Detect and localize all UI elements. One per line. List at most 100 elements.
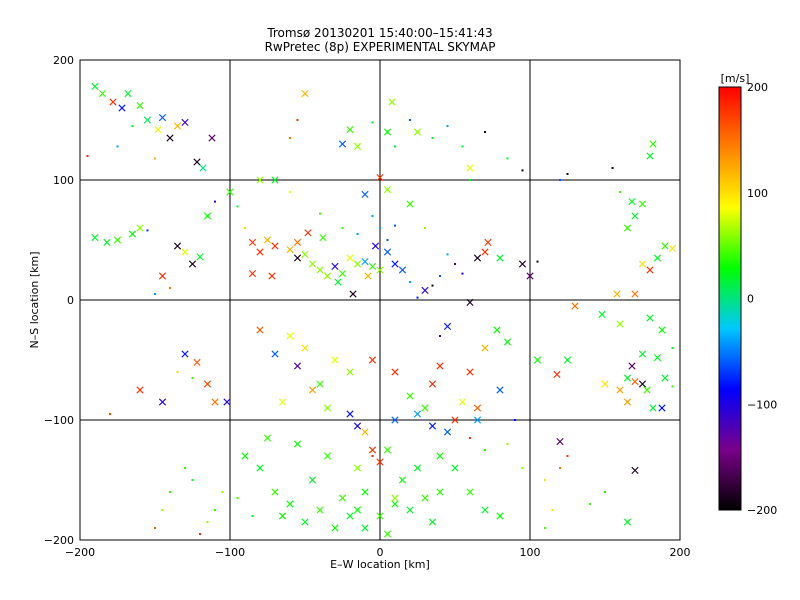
colorbar-tick-label: −200 — [747, 504, 777, 517]
data-point-cross — [308, 476, 317, 484]
data-point-dot — [611, 167, 614, 169]
data-point-cross — [316, 380, 324, 388]
data-point-cross — [361, 258, 369, 266]
data-point-cross — [383, 530, 392, 538]
data-point-dot — [221, 491, 224, 493]
data-point-dot — [251, 515, 254, 517]
data-point-dot — [469, 437, 471, 439]
data-point-cross — [248, 270, 257, 278]
data-point-cross — [406, 392, 414, 400]
data-point-cross — [383, 248, 392, 256]
data-point-cross — [473, 254, 482, 262]
data-point-cross — [631, 212, 639, 220]
data-point-cross — [271, 176, 279, 184]
data-point-cross — [301, 250, 309, 258]
data-point-cross — [196, 253, 204, 261]
data-point-cross — [136, 386, 144, 394]
data-point-dot — [536, 260, 539, 263]
data-point-cross — [496, 254, 504, 262]
data-point-cross — [271, 350, 279, 358]
data-point-dot — [559, 179, 561, 181]
data-point-cross — [473, 404, 482, 412]
data-point-cross — [361, 190, 369, 198]
data-point-cross — [334, 278, 342, 286]
data-point-cross — [436, 452, 444, 460]
data-point-dot — [371, 455, 374, 457]
data-point-dot — [589, 503, 591, 505]
data-point-dot — [409, 119, 411, 121]
colorbar-tick-labels: 200 100 0 −100 −200 — [747, 81, 777, 517]
data-point-cross — [601, 380, 609, 388]
data-point-cross — [286, 332, 294, 340]
data-point-dot — [356, 233, 359, 235]
data-point-cross — [383, 446, 392, 454]
data-point-dot — [161, 509, 164, 511]
data-point-dot — [439, 335, 441, 337]
colorbar-tick-label: 100 — [747, 187, 768, 200]
data-point-cross — [421, 286, 429, 294]
data-point-cross — [361, 524, 369, 532]
data-point-cross — [571, 302, 579, 310]
data-point-dot — [214, 200, 216, 203]
data-point-cross — [481, 506, 489, 514]
data-point-cross — [518, 260, 527, 268]
data-point-dot — [199, 533, 201, 535]
data-point-cross — [158, 398, 167, 406]
data-point-dot — [544, 527, 546, 529]
data-point-cross — [526, 272, 534, 280]
data-point-dot — [424, 227, 426, 229]
data-point-cross — [188, 260, 197, 268]
data-point-dot — [146, 229, 149, 232]
data-point-dot — [484, 131, 486, 133]
data-point-cross — [466, 164, 474, 172]
data-point-cross — [496, 512, 504, 520]
data-point-dot — [341, 227, 344, 229]
data-point-cross — [398, 266, 407, 274]
data-point-dot — [431, 137, 434, 139]
data-point-cross — [473, 416, 482, 424]
data-point-cross — [649, 404, 657, 412]
data-point-cross — [391, 368, 399, 376]
data-point-cross — [484, 238, 492, 246]
plot-frame — [79, 59, 681, 541]
data-point-cross — [616, 386, 624, 394]
data-point-dot — [566, 455, 569, 457]
data-point-cross — [421, 494, 429, 502]
data-point-cross — [293, 238, 302, 246]
data-point-cross — [346, 368, 354, 376]
data-point-cross — [338, 270, 347, 278]
data-point-cross — [113, 236, 122, 244]
data-point-cross — [181, 118, 189, 126]
data-point-cross — [368, 356, 377, 364]
data-point-dot — [409, 281, 411, 283]
data-point-dot — [154, 293, 156, 295]
data-point-cross — [658, 326, 666, 334]
data-point-cross — [628, 198, 636, 206]
data-point-cross — [388, 98, 396, 106]
data-point-dot — [289, 191, 291, 193]
data-point-cross — [323, 452, 332, 460]
data-point-cross — [346, 254, 354, 262]
data-point-cross — [271, 242, 279, 250]
data-point-cross — [361, 488, 369, 496]
data-point-cross — [451, 416, 459, 424]
colorbar-tick-label: −100 — [747, 398, 777, 411]
data-point-cross — [451, 464, 459, 472]
chart-title-line2: RwPretec (8p) EXPERIMENTAL SKYMAP — [265, 40, 496, 54]
x-axis-label: E–W location [km] — [330, 558, 430, 571]
data-point-cross — [638, 200, 647, 208]
chart-title-line1: Tromsø 20130201 15:40:00–15:41:43 — [266, 26, 492, 40]
data-point-cross — [413, 464, 422, 472]
colorbar-tick-label: 0 — [747, 293, 754, 306]
data-point-cross — [668, 244, 677, 252]
data-point-cross — [623, 224, 632, 232]
data-point-dot — [236, 497, 239, 499]
data-point-dot — [154, 157, 156, 160]
data-point-cross — [391, 500, 399, 508]
data-point-cross — [428, 380, 437, 388]
data-point-cross — [256, 176, 264, 184]
data-point-cross — [436, 488, 444, 496]
y-tick-label: −200 — [44, 534, 74, 547]
data-point-dot — [506, 443, 509, 445]
data-point-dot — [379, 227, 381, 229]
